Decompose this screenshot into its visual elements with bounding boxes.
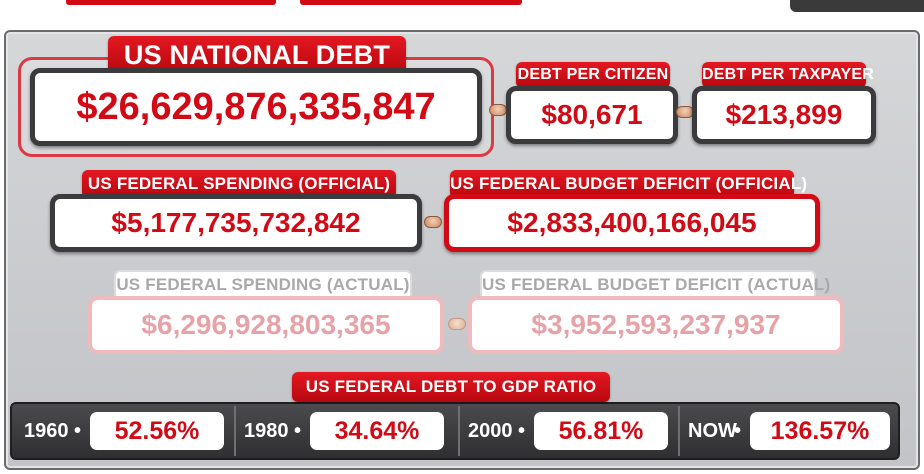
deficit-actual-value: $3,952,593,237,937 [468, 296, 844, 354]
bullet-icon: • [734, 420, 742, 442]
deficit-official-value: $2,833,400,166,045 [444, 194, 820, 252]
top-red-tab [300, 0, 522, 5]
gdp-item-2000: 2000 • 56.81% [464, 409, 676, 453]
connector-icon [448, 318, 466, 330]
gdp-value: 136.57% [750, 412, 890, 450]
connector-icon [424, 216, 442, 228]
national-debt-value: $26,629,876,335,847 [30, 68, 482, 146]
bullet-icon: • [518, 420, 526, 442]
spending-official-label: US FEDERAL SPENDING (OFFICIAL) [82, 170, 396, 198]
divider [234, 406, 236, 456]
gdp-value: 56.81% [534, 412, 668, 450]
deficit-official-label: US FEDERAL BUDGET DEFICIT (OFFICIAL) [450, 170, 807, 198]
gdp-year-label: 1980 [244, 420, 289, 442]
debt-per-taxpayer-label: DEBT PER TAXPAYER [702, 62, 874, 88]
gdp-item-now: NOW • 136.57% [684, 409, 896, 453]
gdp-item-1960: 1960 • 52.56% [18, 409, 230, 453]
gdp-year-label: 1960 [24, 420, 69, 442]
gdp-year-label: NOW [688, 420, 737, 442]
gdp-item-1980: 1980 • 34.64% [240, 409, 452, 453]
debt-to-gdp-label: US FEDERAL DEBT TO GDP RATIO [292, 372, 610, 402]
debt-per-citizen-label: DEBT PER CITIZEN [516, 62, 670, 88]
top-strip [0, 0, 924, 30]
divider [678, 406, 680, 456]
top-dark-tab [790, 0, 924, 12]
connector-icon [489, 104, 507, 116]
debt-per-taxpayer-value: $213,899 [692, 86, 876, 144]
gdp-year-label: 2000 [468, 420, 513, 442]
bullet-icon: • [294, 420, 302, 442]
national-debt-label: US NATIONAL DEBT [108, 36, 406, 74]
debt-per-citizen-value: $80,671 [506, 86, 678, 144]
spending-actual-label: US FEDERAL SPENDING (ACTUAL) [114, 270, 412, 300]
bullet-icon: • [74, 420, 82, 442]
deficit-actual-label: US FEDERAL BUDGET DEFICIT (ACTUAL) [480, 270, 830, 300]
top-red-tab [66, 0, 276, 5]
gdp-value: 52.56% [90, 412, 224, 450]
debt-to-gdp-bar: 1960 • 52.56% 1980 • 34.64% 2000 • 56.81… [10, 402, 900, 460]
gdp-value: 34.64% [310, 412, 444, 450]
spending-actual-value: $6,296,928,803,365 [88, 296, 444, 354]
divider [458, 406, 460, 456]
spending-official-value: $5,177,735,732,842 [50, 194, 422, 252]
